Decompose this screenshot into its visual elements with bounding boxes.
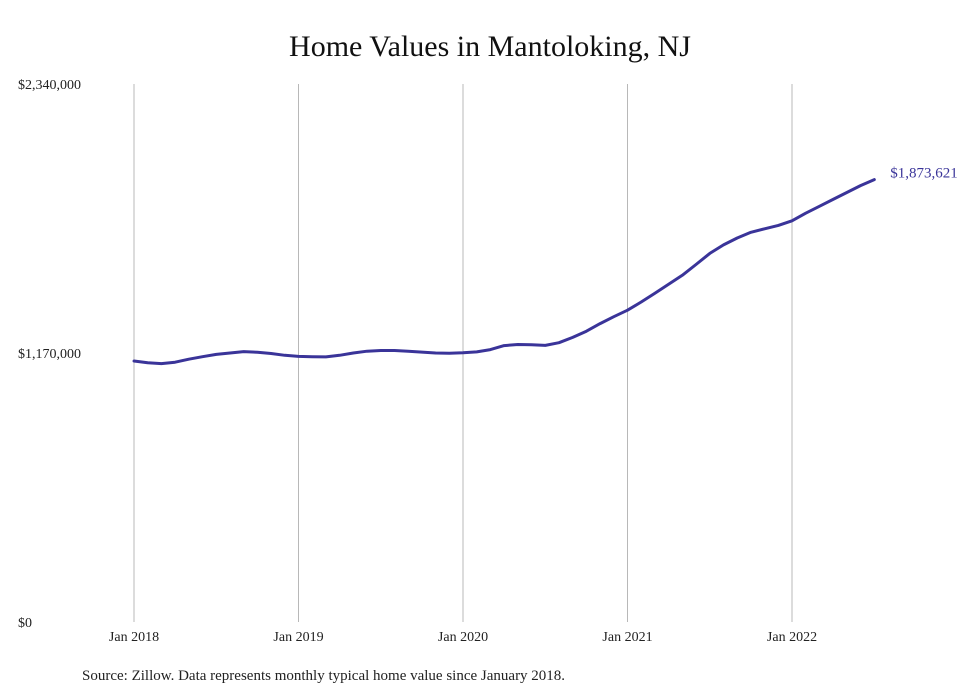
x-tick-label: Jan 2018	[109, 630, 159, 645]
x-tick-label: Jan 2021	[602, 630, 652, 645]
y-tick-label: $1,170,000	[18, 347, 81, 362]
x-tick-label: Jan 2020	[438, 630, 488, 645]
chart-title: Home Values in Mantoloking, NJ	[289, 30, 691, 63]
y-tick-label: $0	[18, 616, 32, 631]
source-note: Source: Zillow. Data represents monthly …	[82, 668, 566, 684]
y-tick-label: $2,340,000	[18, 78, 81, 93]
x-tick-label: Jan 2022	[767, 630, 817, 645]
x-tick-label: Jan 2019	[273, 630, 323, 645]
series-line	[132, 178, 876, 366]
end-value-label: $1,873,621	[890, 166, 958, 182]
